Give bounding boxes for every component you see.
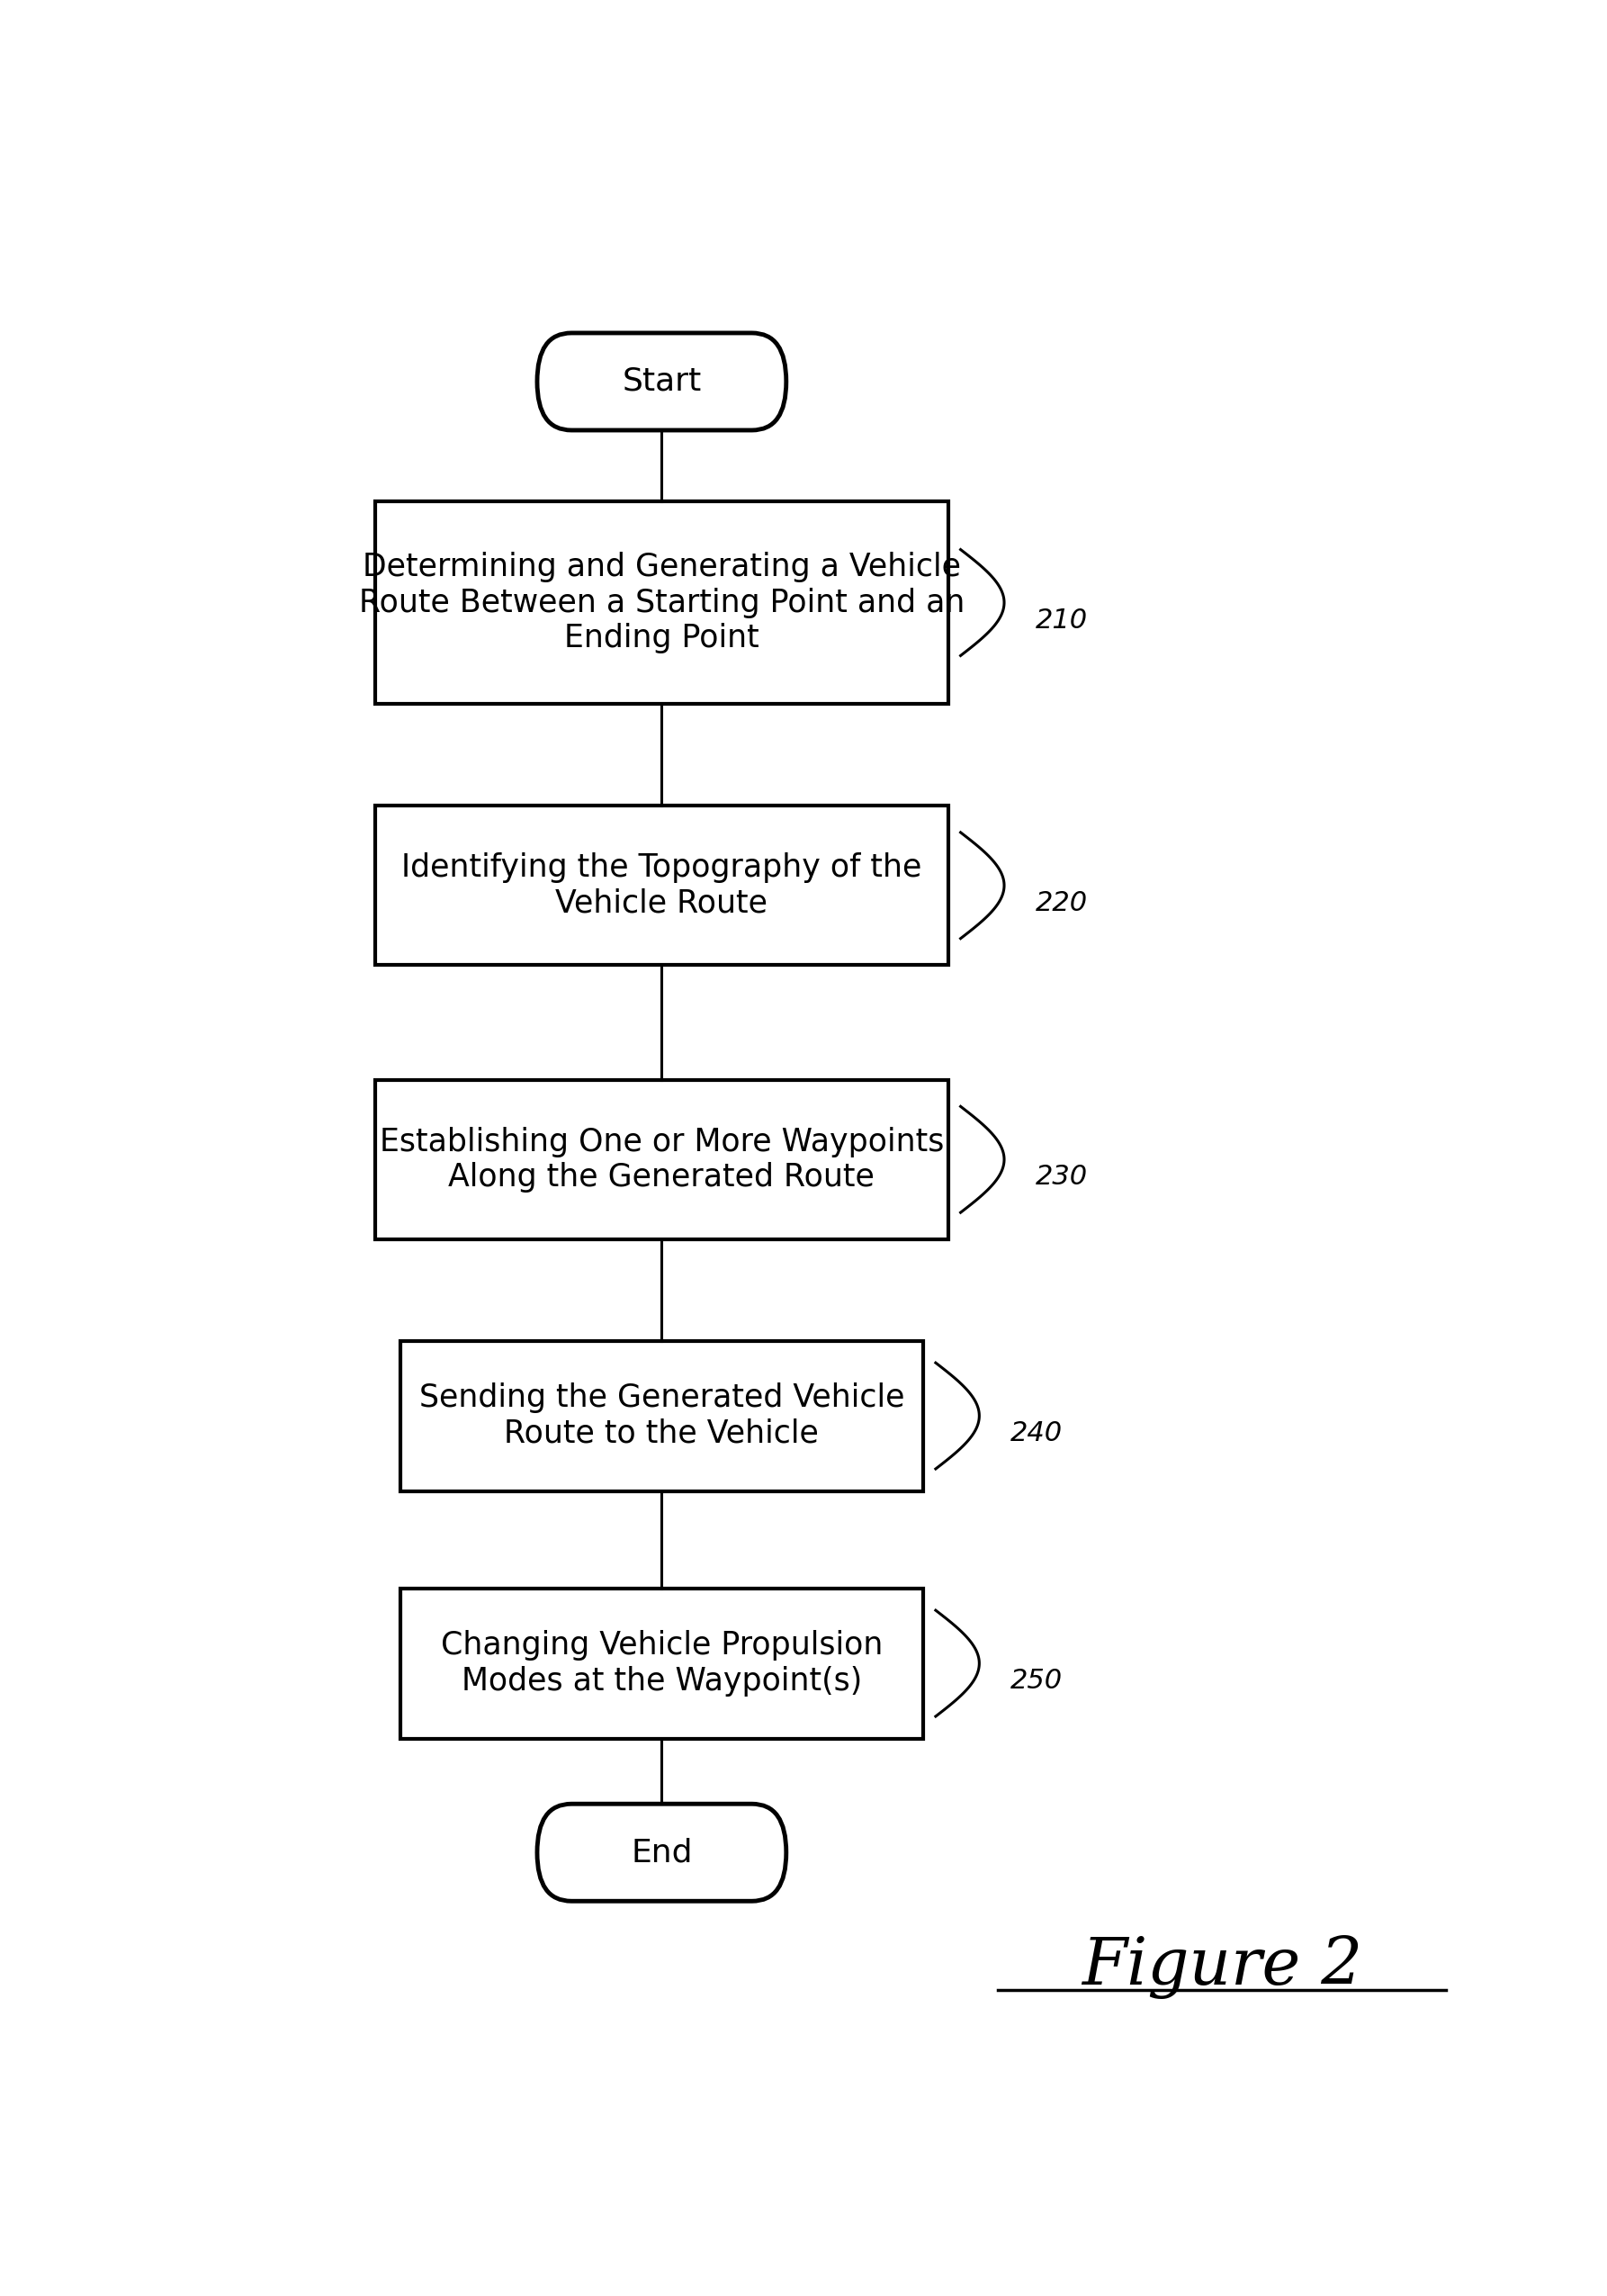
Text: End: End	[632, 1837, 693, 1869]
Text: Changing Vehicle Propulsion
Modes at the Waypoint(s): Changing Vehicle Propulsion Modes at the…	[440, 1630, 882, 1697]
FancyBboxPatch shape	[537, 1805, 786, 1901]
Text: 240: 240	[1011, 1421, 1062, 1446]
FancyBboxPatch shape	[537, 333, 786, 429]
Text: 230: 230	[1035, 1164, 1088, 1189]
Text: 250: 250	[1011, 1667, 1062, 1694]
Text: 220: 220	[1035, 891, 1088, 916]
Bar	[400, 1341, 922, 1490]
Bar	[376, 806, 948, 964]
Bar	[376, 1079, 948, 1240]
Text: Establishing One or More Waypoints
Along the Generated Route: Establishing One or More Waypoints Along…	[379, 1127, 943, 1192]
Text: Figure 2: Figure 2	[1082, 1936, 1363, 2000]
Text: Determining and Generating a Vehicle
Route Between a Starting Point and an
Endin: Determining and Generating a Vehicle Rou…	[358, 551, 964, 654]
Text: Identifying the Topography of the
Vehicle Route: Identifying the Topography of the Vehicl…	[402, 852, 922, 918]
Text: 210: 210	[1035, 606, 1088, 634]
Text: Sending the Generated Vehicle
Route to the Vehicle: Sending the Generated Vehicle Route to t…	[419, 1382, 905, 1449]
Text: Start: Start	[622, 367, 701, 397]
Bar	[376, 501, 948, 705]
Bar	[400, 1589, 922, 1738]
